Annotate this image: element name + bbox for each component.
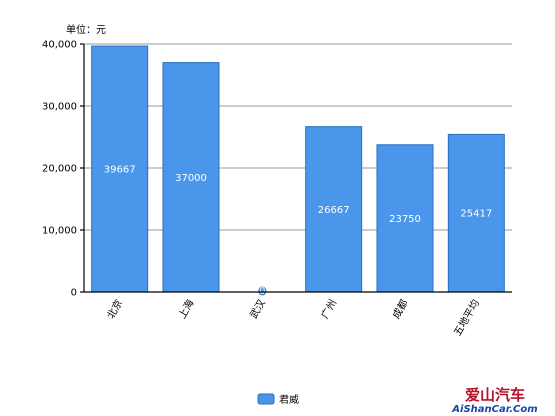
data-labels: 39667370000266672375025417 xyxy=(104,165,492,297)
legend-swatch xyxy=(258,394,274,404)
category-label-4: 广州 xyxy=(319,298,339,321)
category-label-6: 五地平均 xyxy=(451,297,482,338)
data-label-2: 37000 xyxy=(175,173,207,184)
data-label-6: 25417 xyxy=(460,209,492,220)
y-tick-label: 40,000 xyxy=(42,40,77,51)
y-axis-ticks: 0 10,000 20,000 30,000 40,000 xyxy=(42,40,84,299)
legend-label: 君威 xyxy=(279,393,299,406)
watermark: 爱山汽车 AiShanCar.Com xyxy=(451,386,537,415)
category-label-1: 北京 xyxy=(104,297,125,321)
x-axis-categories: 北京 上海 武汉 广州 成都 五地平均 xyxy=(104,297,482,338)
grid-lines xyxy=(84,44,512,230)
unit-label: 单位：元 xyxy=(66,23,106,36)
y-tick-label: 30,000 xyxy=(42,102,77,113)
legend: 君威 xyxy=(258,393,299,406)
category-label-2: 上海 xyxy=(175,297,196,321)
data-label-4: 26667 xyxy=(318,205,350,216)
y-tick-label: 20,000 xyxy=(42,164,77,175)
category-label-3: 武汉 xyxy=(247,297,268,321)
data-label-5: 23750 xyxy=(389,214,421,225)
y-tick-label: 10,000 xyxy=(42,226,77,237)
y-tick-label: 0 xyxy=(71,288,77,299)
watermark-title: 爱山汽车 xyxy=(465,386,525,404)
data-label-1: 39667 xyxy=(104,165,136,176)
category-label-5: 成都 xyxy=(390,298,410,321)
bars xyxy=(92,46,505,292)
watermark-url: AiShanCar.Com xyxy=(451,404,537,415)
